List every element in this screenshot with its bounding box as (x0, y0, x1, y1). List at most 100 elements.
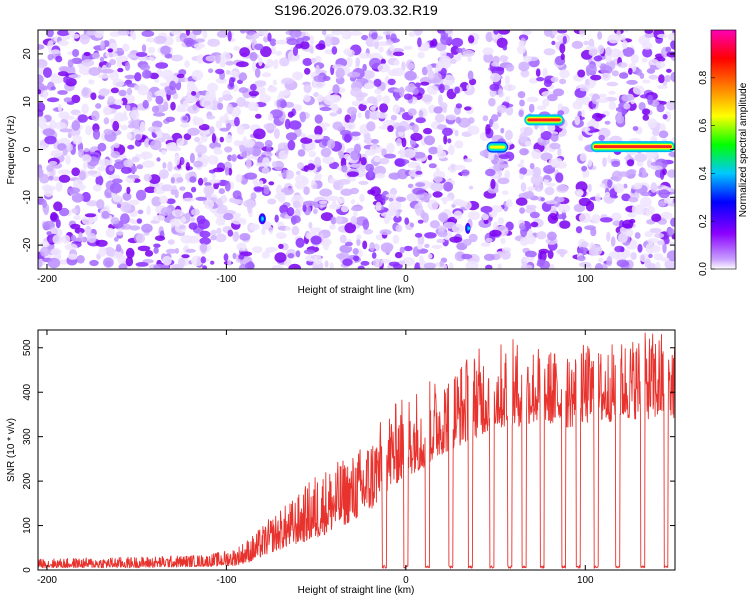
heatmap-noise-blob (442, 106, 447, 113)
heatmap-noise-blob (559, 250, 565, 258)
heatmap-noise-blob (531, 148, 542, 160)
heatmap-noise-blob (81, 154, 92, 163)
heatmap-noise-blob (84, 213, 97, 218)
heatmap-noise-blob (38, 59, 48, 69)
heatmap-noise-blob (658, 130, 669, 139)
heatmap-noise-blob (579, 87, 588, 92)
heatmap-noise-blob (487, 153, 495, 161)
heatmap-noise-blob (224, 166, 230, 176)
heatmap-noise-blob (160, 45, 171, 55)
heatmap-noise-blob (249, 51, 258, 62)
heatmap-noise-blob (377, 63, 391, 73)
heatmap-noise-blob (52, 176, 61, 182)
heatmap-noise-blob (320, 147, 332, 158)
heatmap-noise-blob (482, 115, 489, 122)
heatmap-noise-blob (187, 127, 200, 136)
heatmap-noise-blob (211, 133, 216, 144)
heatmap-noise-blob (575, 98, 585, 106)
heatmap-noise-blob (126, 186, 131, 195)
heatmap-noise-blob (135, 52, 148, 57)
heatmap-noise-blob (172, 93, 179, 100)
heatmap-noise-blob (349, 30, 363, 36)
heatmap-noise-blob (130, 119, 142, 129)
heatmap-noise-blob (552, 88, 565, 97)
heatmap-noise-blob (62, 148, 68, 156)
heatmap-noise-blob (263, 123, 277, 130)
heatmap-noise-blob (489, 72, 501, 83)
heatmap-noise-blob (286, 207, 295, 217)
heatmap-noise-blob (215, 77, 227, 84)
heatmap-noise-blob (392, 104, 401, 114)
heatmap-noise-blob (196, 215, 206, 225)
heatmap-noise-blob (604, 120, 611, 125)
heatmap-noise-blob (77, 114, 89, 123)
heatmap-noise-blob (101, 68, 114, 74)
heatmap-noise-blob (184, 212, 191, 220)
heatmap-noise-blob (498, 30, 510, 35)
colorbar-tick-label: 0.8 (698, 70, 709, 84)
heatmap-noise-blob (549, 263, 555, 269)
heatmap-noise-blob (48, 175, 54, 181)
heatmap-noise-blob (493, 30, 499, 35)
heatmap-noise-blob (600, 72, 612, 81)
colorbar-tick-label: 0.2 (698, 214, 709, 228)
heatmap-noise-blob (184, 60, 190, 68)
heatmap-noise-blob (380, 212, 393, 218)
heatmap-noise-blob (448, 144, 455, 156)
heatmap-noise-blob (55, 181, 63, 192)
heatmap-noise-blob (127, 144, 135, 150)
heatmap-noise-blob (78, 149, 84, 158)
heatmap-noise-blob (667, 169, 675, 178)
heatmap-noise-blob (171, 209, 184, 217)
heatmap-noise-blob (185, 30, 190, 36)
heatmap-noise-blob (251, 61, 257, 72)
heatmap-noise-blob (428, 146, 439, 155)
heatmap-noise-blob (193, 43, 205, 49)
heatmap-noise-blob (86, 200, 99, 207)
heatmap-noise-blob (308, 150, 317, 158)
heatmap-noise-blob (571, 40, 584, 50)
heatmap-noise-blob (236, 242, 247, 251)
heatmap-noise-blob (388, 201, 402, 211)
heatmap-noise-blob (118, 263, 128, 269)
heatmap-noise-blob (551, 158, 556, 168)
heatmap-noise-blob (642, 42, 653, 50)
heatmap-noise-blob (440, 50, 447, 59)
heatmap-noise-blob (236, 61, 249, 68)
heatmap-noise-blob (358, 52, 372, 59)
heatmap-noise-blob (210, 235, 217, 241)
heatmap-noise-blob (300, 137, 313, 144)
heatmap-noise-blob (115, 244, 122, 252)
heatmap-noise-blob (330, 216, 337, 225)
heatmap-noise-blob (223, 213, 234, 221)
heatmap-noise-blob (502, 44, 508, 51)
heatmap-noise-blob (556, 184, 569, 193)
heatmap-noise-blob (343, 48, 353, 56)
heatmap-noise-blob (351, 100, 362, 107)
heatmap-noise-blob (43, 67, 52, 78)
heatmap-noise-blob (386, 142, 395, 154)
heatmap-noise-blob (320, 212, 334, 222)
heatmap-noise-blob (503, 84, 516, 91)
heatmap-noise-blob (467, 117, 475, 124)
heatmap-noise-blob (234, 116, 240, 127)
heatmap-noise-blob (557, 203, 571, 213)
heatmap-noise-blob (239, 47, 251, 58)
heatmap-noise-blob (226, 103, 234, 115)
heatmap-noise-blob (71, 33, 80, 39)
heatmap-noise-blob (191, 186, 197, 193)
heatmap-noise-blob (583, 40, 590, 46)
heatmap-noise-blob (517, 44, 526, 55)
heatmap-noise-blob (246, 155, 253, 160)
heatmap-noise-blob (432, 191, 443, 198)
heatmap-noise-blob (58, 66, 70, 72)
heatmap-noise-blob (575, 226, 583, 234)
snr-y-tick-label: 300 (22, 428, 33, 445)
heatmap-noise-blob (412, 151, 426, 159)
heatmap-noise-blob (644, 32, 655, 38)
heatmap-noise-blob (556, 196, 565, 203)
heatmap-noise-blob (440, 197, 453, 202)
heatmap-noise-blob (406, 193, 418, 202)
heatmap-noise-blob (520, 159, 525, 164)
